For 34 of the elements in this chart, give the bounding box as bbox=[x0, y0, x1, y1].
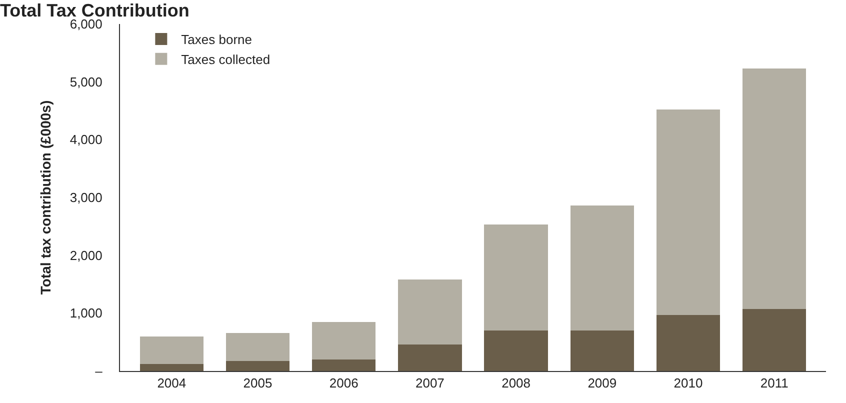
bar bbox=[398, 344, 462, 371]
x-tick-label: 2006 bbox=[329, 376, 358, 391]
y-tick-label: 1,000 bbox=[70, 306, 102, 321]
bar bbox=[140, 336, 204, 364]
x-tick-label: 2010 bbox=[674, 376, 703, 391]
bar bbox=[398, 280, 462, 344]
y-tick-label: 5,000 bbox=[70, 74, 102, 90]
x-tick-label: 2004 bbox=[157, 376, 186, 391]
x-tick-label: 2009 bbox=[588, 376, 617, 391]
bar bbox=[312, 359, 376, 371]
bar bbox=[312, 322, 376, 360]
x-tick-label: 2008 bbox=[502, 376, 531, 391]
legend-label: Taxes borne bbox=[181, 32, 252, 48]
x-tick-label: 2011 bbox=[760, 376, 788, 391]
y-axis-title: Total tax contribution (£000s) bbox=[37, 100, 54, 295]
y-tick-label: – bbox=[95, 364, 104, 379]
y-tick-label: 4,000 bbox=[70, 132, 102, 148]
bar bbox=[742, 309, 806, 371]
y-tick-label: 6,000 bbox=[70, 16, 102, 32]
bar bbox=[570, 206, 634, 331]
bar bbox=[484, 224, 548, 331]
bar bbox=[226, 332, 290, 362]
bar bbox=[226, 361, 290, 371]
bar bbox=[484, 330, 548, 371]
bar bbox=[140, 364, 204, 371]
legend-label: Taxes collected bbox=[181, 52, 270, 67]
x-tick-label: 2007 bbox=[415, 376, 444, 391]
bar bbox=[656, 110, 720, 315]
bar bbox=[742, 68, 806, 310]
bar bbox=[570, 330, 634, 371]
y-tick-label: 2,000 bbox=[70, 248, 102, 263]
x-tick-label: 2005 bbox=[243, 376, 272, 391]
bar bbox=[656, 314, 720, 371]
y-tick-label: 3,000 bbox=[70, 190, 102, 206]
